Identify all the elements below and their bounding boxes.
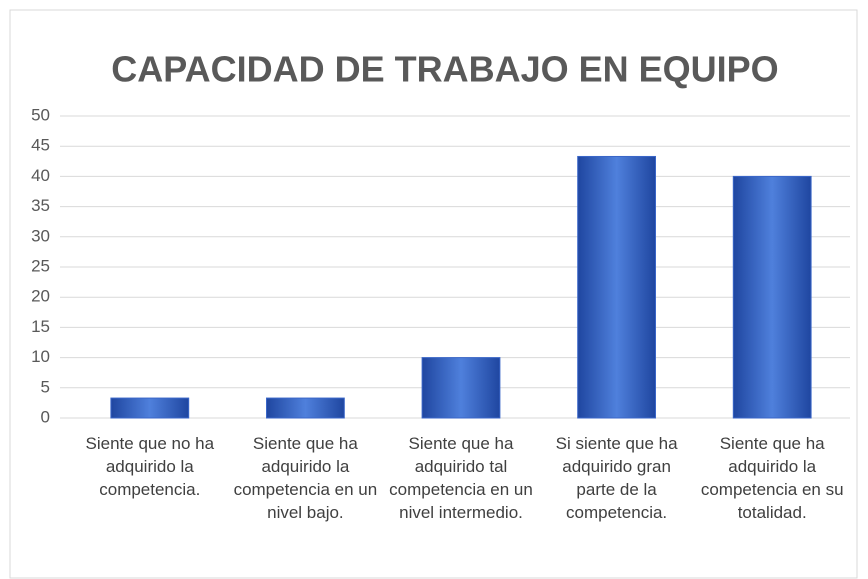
x-tick-label: Siente que no ha adquirido la competenci…: [85, 434, 215, 499]
y-tick-label: 0: [41, 407, 50, 426]
y-tick-label: 30: [31, 226, 50, 245]
chart-title: CAPACIDAD DE TRABAJO EN EQUIPO: [111, 49, 778, 90]
y-tick-label: 50: [31, 105, 50, 124]
y-tick-label: 45: [31, 136, 50, 155]
y-tick-label: 15: [31, 317, 50, 336]
bar: [577, 155, 657, 419]
y-tick-label: 5: [41, 377, 50, 396]
bar: [732, 175, 812, 419]
y-tick-label: 25: [31, 256, 50, 275]
bar: [110, 397, 190, 419]
bar: [266, 397, 345, 419]
y-tick-label: 40: [31, 166, 50, 185]
y-tick-label: 10: [31, 347, 50, 366]
x-tick-label: Si siente que ha adquirido gran parte de…: [555, 434, 678, 522]
x-tick-label: Siente que ha adquirido tal competencia …: [389, 434, 533, 522]
bar: [421, 357, 501, 419]
x-tick-label: Siente que ha adquirido la competencia e…: [233, 434, 378, 522]
chart-border: [9, 9, 858, 579]
x-tick-label: Siente que ha adquirido la competencia e…: [700, 434, 844, 522]
y-tick-label: 20: [31, 287, 50, 306]
y-tick-label: 35: [31, 196, 50, 215]
